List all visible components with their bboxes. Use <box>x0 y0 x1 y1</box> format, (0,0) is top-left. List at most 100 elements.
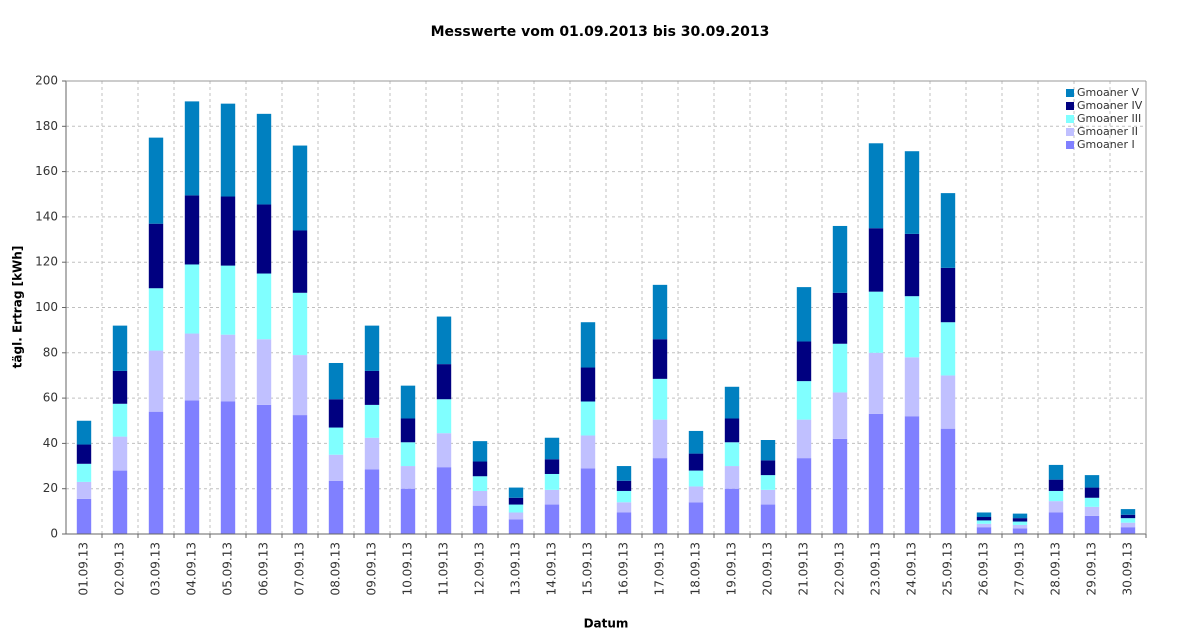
bar-segment <box>976 520 992 524</box>
bar-segment <box>688 453 704 471</box>
bar-segment <box>184 264 200 334</box>
bar-segment <box>652 339 668 379</box>
bar-segment <box>220 103 236 197</box>
x-tick-label: 04.09.13 <box>185 542 199 595</box>
x-tick-label: 05.09.13 <box>221 542 235 595</box>
y-tick-label: 100 <box>35 300 58 314</box>
bar-segment <box>148 350 164 412</box>
bar-segment <box>292 415 308 534</box>
bar-segment <box>112 325 128 371</box>
bar-segment <box>328 399 344 428</box>
bar-segment <box>1012 513 1028 519</box>
x-tick-label: 30.09.13 <box>1121 542 1135 595</box>
bar-segment <box>760 504 776 534</box>
bar-segment <box>1012 518 1028 522</box>
bar-segment <box>328 454 344 481</box>
x-tick-label: 11.09.13 <box>437 542 451 595</box>
bar-segment <box>904 416 920 534</box>
bar-segment <box>1084 506 1100 516</box>
bar-segment <box>796 341 812 382</box>
bar-segment <box>616 480 632 491</box>
bar-segment <box>1048 490 1064 502</box>
legend-swatch <box>1066 89 1074 97</box>
y-tick-label: 180 <box>35 119 58 133</box>
bar-segment <box>184 400 200 534</box>
bar-segment <box>1012 524 1028 529</box>
bar-segment <box>868 352 884 414</box>
legend-swatch <box>1066 128 1074 136</box>
bar-segment <box>616 466 632 481</box>
x-tick-label: 08.09.13 <box>329 542 343 595</box>
bar-segment <box>688 502 704 534</box>
legend-swatch <box>1066 102 1074 110</box>
bar-segment <box>544 459 560 474</box>
legend-label: Gmoaner V <box>1077 86 1139 99</box>
x-tick-label: 17.09.13 <box>653 542 667 595</box>
bar-segment <box>148 288 164 351</box>
bar-segment <box>400 385 416 419</box>
bar-segment <box>76 444 92 464</box>
bar-segment <box>472 476 488 491</box>
bar-segment <box>436 467 452 534</box>
bar-segment <box>1120 514 1136 519</box>
bar-segment <box>796 458 812 534</box>
bar-segment <box>832 438 848 534</box>
bar-segment <box>364 469 380 534</box>
bar-segment <box>1084 515 1100 534</box>
x-tick-label: 25.09.13 <box>941 542 955 595</box>
x-tick-label: 29.09.13 <box>1085 542 1099 595</box>
bar-segment <box>796 419 812 459</box>
bar-segment <box>1012 528 1028 534</box>
bar-segment <box>580 401 596 436</box>
x-tick-label: 01.09.13 <box>77 542 91 595</box>
legend-swatch <box>1066 115 1074 123</box>
x-axis-label: Datum <box>584 617 629 631</box>
bar-segment <box>76 420 92 445</box>
bar-segment <box>1120 509 1136 515</box>
bar-segment <box>112 470 128 534</box>
bar-segment <box>256 204 272 274</box>
bar-segment <box>580 435 596 469</box>
bar-segment <box>292 230 308 293</box>
y-tick-label: 160 <box>35 164 58 178</box>
bar-segment <box>832 225 848 293</box>
bar-segment <box>76 463 92 482</box>
bar-segment <box>688 430 704 454</box>
bar-segment <box>976 523 992 528</box>
bar-segment <box>400 418 416 443</box>
bar-segment <box>112 436 128 471</box>
bar-segment <box>904 357 920 417</box>
bar-segment <box>292 292 308 356</box>
bar-segment <box>436 364 452 400</box>
bar-segment <box>220 196 236 266</box>
bar-segment <box>76 481 92 499</box>
bar-segment <box>148 411 164 534</box>
bar-segment <box>832 392 848 439</box>
bar-segment <box>436 433 452 468</box>
bar-segment <box>724 466 740 489</box>
bar-segment <box>940 375 956 429</box>
bar-segment <box>76 498 92 534</box>
bar-segment <box>760 475 776 490</box>
y-axis-label: tägl. Ertrag [kWh] <box>11 246 25 369</box>
bar-segment <box>796 381 812 420</box>
bar-segment <box>868 413 884 534</box>
bar-segment <box>580 367 596 402</box>
bar-segment <box>652 458 668 534</box>
bar-segment <box>508 504 524 513</box>
bar-segment <box>364 404 380 438</box>
bar-segment <box>1048 512 1064 534</box>
x-tick-label: 10.09.13 <box>401 542 415 595</box>
bar-segment <box>544 473 560 490</box>
bar-segment <box>1120 527 1136 534</box>
bar-segment <box>1048 501 1064 513</box>
legend-label: Gmoaner I <box>1077 138 1135 151</box>
bar-segment <box>256 273 272 340</box>
bar-segment <box>472 441 488 462</box>
bar-segment <box>580 322 596 368</box>
bar-segment <box>724 488 740 534</box>
bar-segment <box>760 440 776 461</box>
x-tick-label: 20.09.13 <box>761 542 775 595</box>
bar-segment <box>400 488 416 534</box>
